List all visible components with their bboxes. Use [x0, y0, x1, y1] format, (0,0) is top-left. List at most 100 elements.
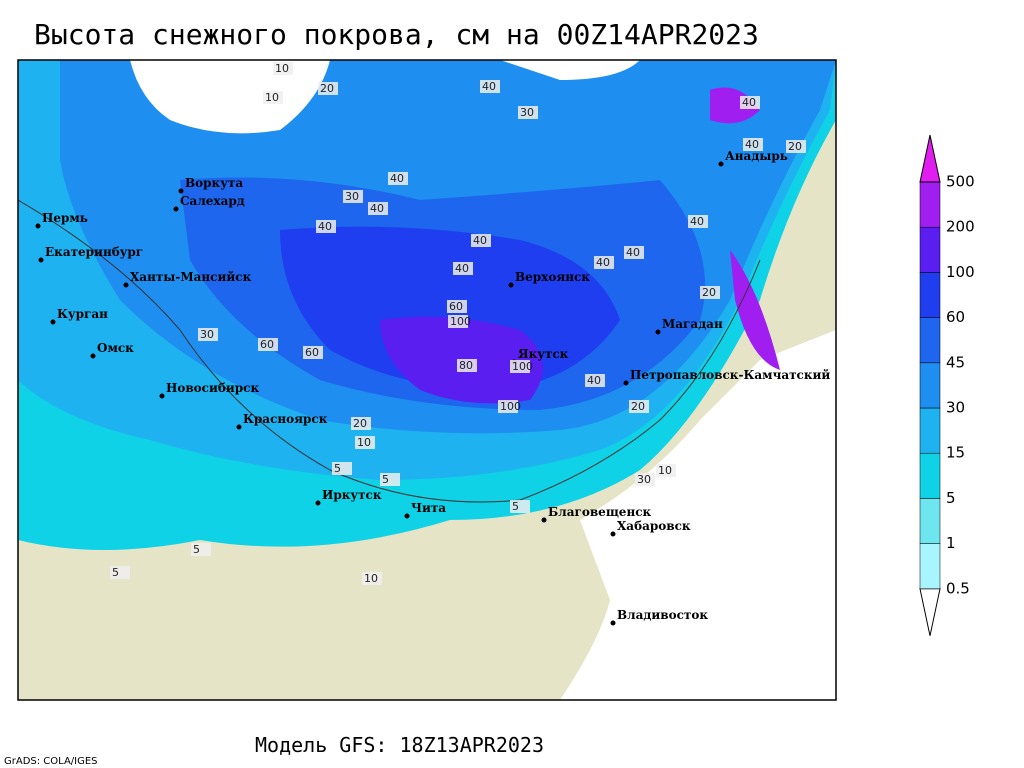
contour-label: 10 — [357, 436, 371, 449]
colorbar-label: 45 — [946, 353, 965, 371]
contour-label-box — [263, 91, 283, 104]
colorbar-segment — [919, 226, 941, 273]
city-label: Пермь — [42, 211, 88, 225]
city-label: Якутск — [518, 347, 569, 361]
contour-label-box — [656, 464, 676, 477]
city-label: Чита — [411, 501, 446, 515]
contour-label: 5 — [512, 500, 519, 513]
contour-label: 20 — [788, 140, 802, 153]
city-dot — [623, 380, 629, 386]
contour-label: 40 — [596, 256, 610, 269]
contour-label: 60 — [305, 346, 319, 359]
contour-label-box — [198, 328, 218, 341]
contour-label: 60 — [260, 338, 274, 351]
contour-label: 60 — [449, 300, 463, 313]
contour-label: 40 — [626, 246, 640, 259]
contour-label: 10 — [275, 62, 289, 75]
colorbar-segment — [919, 134, 941, 183]
city-label: Новосибирск — [166, 381, 259, 395]
arctic-sea — [130, 60, 640, 134]
contour-label-box — [110, 566, 130, 579]
contour-label: 5 — [193, 543, 200, 556]
contour-label-box — [362, 572, 382, 585]
colorbar-segment — [919, 498, 941, 544]
contour-label-box — [388, 172, 408, 185]
contour-label: 40 — [390, 172, 404, 185]
city-label: Курган — [57, 307, 108, 321]
city-dot — [404, 513, 410, 519]
city-dot — [123, 282, 129, 288]
city-label: Благовещенск — [548, 505, 652, 519]
snow-200 — [710, 87, 780, 370]
city-label: Воркута — [185, 176, 243, 190]
contour-label-box — [355, 436, 375, 449]
contour-label-box — [332, 462, 352, 475]
city-dot — [178, 188, 184, 194]
contour-label: 30 — [345, 190, 359, 203]
contour-label-box — [510, 500, 530, 513]
contour-label: 40 — [318, 220, 332, 233]
contour-label: 30 — [637, 473, 651, 486]
contour-label-box — [303, 346, 323, 359]
contour-label-box — [594, 256, 614, 269]
contour-label-box — [518, 106, 538, 119]
city-dot — [38, 257, 44, 263]
map-frame — [17, 59, 837, 701]
contour-label: 5 — [382, 473, 389, 486]
city-dot — [236, 424, 242, 430]
colorbar-segment — [919, 362, 941, 409]
contour-label: 100 — [512, 360, 533, 373]
contour-label: 5 — [112, 566, 119, 579]
colorbar-label: 0.5 — [946, 579, 970, 597]
colorbar-label: 1 — [946, 534, 956, 552]
contour-label-box — [343, 190, 363, 203]
city-dot — [90, 353, 96, 359]
contour-label-box — [629, 400, 649, 413]
city-label: Омск — [97, 341, 134, 355]
city-label: Иркутск — [322, 488, 382, 502]
colorbar-segment — [919, 317, 941, 364]
contour-label: 40 — [482, 80, 496, 93]
contour-label-box — [316, 220, 336, 233]
city-label: Магадан — [662, 317, 723, 331]
city-dot — [159, 393, 165, 399]
colorbar-label: 60 — [946, 308, 965, 326]
city-label: Екатеринбург — [45, 245, 143, 259]
colorbar-segment — [919, 452, 941, 499]
contour-label: 40 — [742, 96, 756, 109]
contour-label: 20 — [702, 286, 716, 299]
city-dot — [610, 531, 616, 537]
colorbar-label: 200 — [946, 218, 975, 236]
contour-label: 40 — [370, 202, 384, 215]
contour-label-box — [380, 473, 400, 486]
contour-label: 30 — [200, 328, 214, 341]
contour-label-box — [624, 246, 644, 259]
colorbar-label: 30 — [946, 399, 965, 417]
contour-label-box — [498, 400, 518, 413]
contour-label-box — [635, 473, 655, 486]
contour-label-box — [480, 80, 500, 93]
contour-label-box — [453, 262, 473, 275]
city-label: Салехард — [180, 194, 245, 208]
contour-label: 20 — [320, 82, 334, 95]
city-dot — [541, 517, 547, 523]
contour-label-box — [318, 82, 338, 95]
city-dot — [50, 319, 56, 325]
city-dot — [315, 500, 321, 506]
contour-label: 40 — [455, 262, 469, 275]
contour-label: 40 — [690, 215, 704, 228]
contour-label-box — [471, 234, 491, 247]
colorbar-segment — [919, 181, 941, 228]
colorbar-segment — [919, 543, 941, 590]
city-label: Верхоянск — [515, 270, 590, 284]
contour-label: 10 — [265, 91, 279, 104]
city-label: Владивосток — [617, 608, 708, 622]
subtitle: Модель GFS: 18Z13APR2023 — [255, 733, 544, 757]
city-label: Красноярск — [243, 412, 328, 426]
contour-label-box — [351, 417, 371, 430]
contour-label-box — [191, 543, 211, 556]
contour-label: 10 — [364, 572, 378, 585]
contour-label: 30 — [520, 106, 534, 119]
